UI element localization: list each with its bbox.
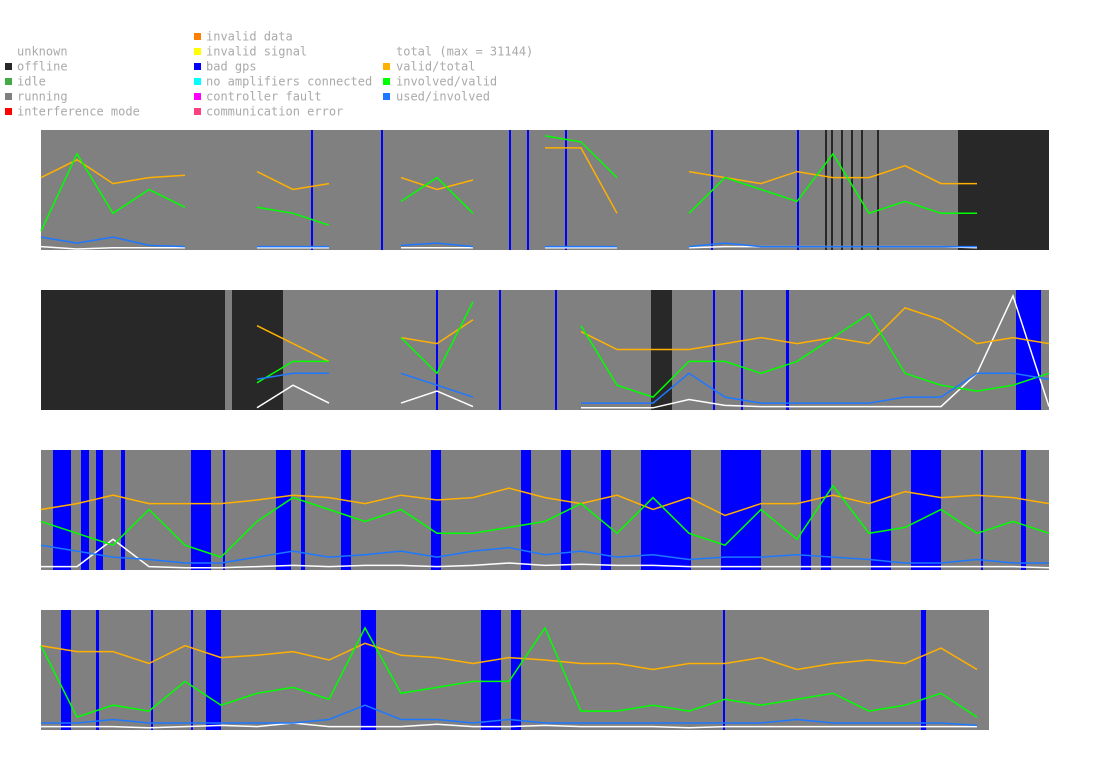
state-span <box>527 130 529 250</box>
legend-swatch <box>5 108 12 115</box>
state-span <box>555 290 557 410</box>
state-span <box>191 450 211 570</box>
state-span <box>911 450 941 570</box>
state-span <box>301 450 305 570</box>
legend-swatch <box>383 63 390 70</box>
state-span <box>381 130 383 250</box>
state-span <box>821 450 831 570</box>
legend-label: valid/total <box>396 60 475 74</box>
legend-label: communication error <box>206 105 343 119</box>
legend-label: used/involved <box>396 90 490 104</box>
series-line <box>256 307 1050 363</box>
series-line <box>256 293 1050 409</box>
legend-label: bad gps <box>206 60 257 74</box>
legend-swatch <box>383 78 390 85</box>
legend-swatch <box>194 33 201 40</box>
state-span <box>521 450 531 570</box>
state-span <box>81 450 89 570</box>
legend-swatch <box>5 48 12 55</box>
state-span <box>499 290 501 410</box>
series-line <box>256 301 1050 398</box>
legend-swatch <box>5 63 12 70</box>
state-span <box>361 610 376 730</box>
state-span <box>53 450 71 570</box>
legend-swatch <box>194 48 201 55</box>
state-span <box>151 610 153 730</box>
series-line <box>40 236 977 248</box>
state-span <box>431 450 441 570</box>
state-span <box>41 290 225 410</box>
legend-label: offline <box>17 60 68 74</box>
state-span <box>723 610 725 730</box>
series-line <box>40 135 977 232</box>
state-span <box>851 130 853 250</box>
legend-label: controller fault <box>206 90 322 104</box>
legend-label: involved/valid <box>396 75 497 89</box>
series-line <box>40 544 1049 564</box>
state-span <box>223 450 225 570</box>
state-span <box>741 290 743 410</box>
state-span <box>436 290 438 410</box>
state-span <box>61 610 71 730</box>
state-span <box>276 450 291 570</box>
legend-swatch <box>383 93 390 100</box>
state-span <box>601 450 611 570</box>
state-span <box>481 610 501 730</box>
legend-label: unknown <box>17 45 68 59</box>
legend-label: invalid signal <box>206 45 307 59</box>
legend-swatch <box>5 78 12 85</box>
legend-label: interference mode <box>17 105 140 119</box>
state-span <box>341 450 351 570</box>
legend-swatch <box>194 78 201 85</box>
legend-swatch <box>383 48 390 55</box>
legend-label: total (max = 31144) <box>396 45 533 59</box>
state-span <box>861 130 863 250</box>
legend-swatch <box>194 63 201 70</box>
state-span <box>958 130 1049 250</box>
state-span <box>96 450 103 570</box>
series-line <box>40 626 978 719</box>
state-span <box>191 610 193 730</box>
legend-label: idle <box>17 75 46 89</box>
series-line <box>40 484 1050 558</box>
legend-swatch <box>194 108 201 115</box>
state-span <box>981 450 983 570</box>
state-span <box>1016 290 1041 410</box>
series-line <box>40 487 1050 517</box>
state-span <box>561 450 571 570</box>
legend-label: invalid data <box>206 30 293 44</box>
series-line <box>40 147 977 214</box>
state-span <box>206 610 221 730</box>
legend-label: no amplifiers connected <box>206 75 372 89</box>
state-span <box>797 130 799 250</box>
state-span <box>121 450 125 570</box>
series-line <box>256 372 1050 404</box>
state-span <box>713 290 715 410</box>
series-line <box>40 245 978 250</box>
legend-swatch <box>5 93 12 100</box>
state-span <box>801 450 811 570</box>
series-line <box>41 538 1050 569</box>
state-span <box>41 130 1049 250</box>
state-span <box>877 130 879 250</box>
series-line <box>41 704 978 727</box>
state-span <box>311 130 313 250</box>
state-span <box>831 130 833 250</box>
series-line <box>41 722 977 729</box>
state-span <box>825 130 827 250</box>
legend-label: running <box>17 90 68 104</box>
state-span <box>565 130 567 250</box>
state-span <box>786 290 789 410</box>
state-span <box>921 610 926 730</box>
state-span <box>871 450 891 570</box>
state-span <box>841 130 843 250</box>
legend-swatch <box>194 93 201 100</box>
state-span <box>96 610 99 730</box>
state-span <box>232 290 283 410</box>
series-line <box>40 642 978 671</box>
state-span <box>509 130 511 250</box>
state-span <box>1021 450 1026 570</box>
